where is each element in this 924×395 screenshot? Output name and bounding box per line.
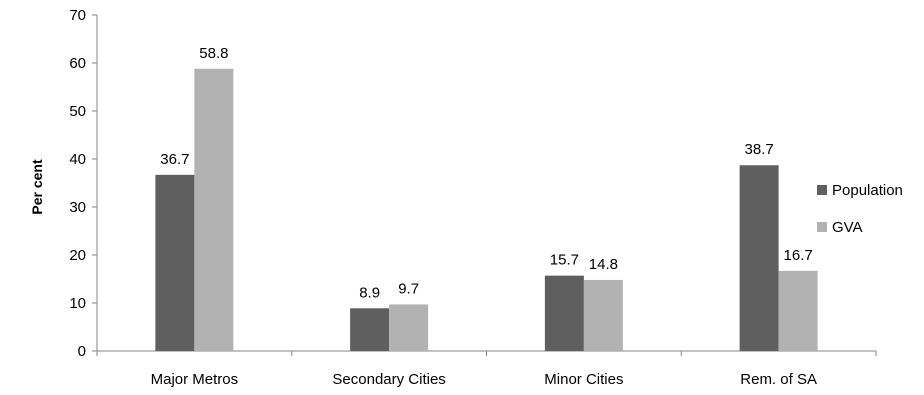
legend-swatch-gva <box>817 222 827 232</box>
y-axis-ticks: 0 10 20 30 40 50 60 70 <box>69 7 97 360</box>
bar-population-2 <box>350 308 390 351</box>
y-tick-label: 70 <box>69 7 86 24</box>
y-tick-label: 30 <box>69 199 86 216</box>
y-axis-title: Per cent <box>29 159 45 215</box>
legend-swatch-population <box>817 185 827 195</box>
data-labels: 36.7 58.8 8.9 9.7 15.7 14.8 38.7 16.7 <box>160 45 812 302</box>
bar-gva-1 <box>194 68 234 351</box>
bar-population-1 <box>155 174 195 351</box>
x-category-label: Minor Cities <box>544 371 623 388</box>
data-label-population-4: 38.7 <box>745 141 774 158</box>
y-tick-label: 20 <box>69 247 86 264</box>
legend-label-gva: GVA <box>832 219 863 236</box>
x-category-label: Major Metros <box>151 371 239 388</box>
y-tick-label: 10 <box>69 295 86 312</box>
data-label-gva-3: 14.8 <box>589 256 618 273</box>
legend-label-population: Population <box>832 182 903 199</box>
bar-gva-3 <box>583 279 623 351</box>
data-label-gva-1: 58.8 <box>199 45 228 62</box>
bar-gva-2 <box>389 304 429 351</box>
x-axis-category-labels: Major Metros Secondary Cities Minor Cities… <box>151 371 817 388</box>
y-tick-label: 40 <box>69 151 86 168</box>
bar-population-3 <box>544 275 584 351</box>
data-label-population-2: 8.9 <box>359 284 380 301</box>
legend: Population GVA <box>817 182 903 236</box>
x-category-label: Rem. of SA <box>740 371 817 388</box>
data-label-gva-2: 9.7 <box>398 280 419 297</box>
bar-gva-4 <box>778 270 818 351</box>
y-tick-label: 0 <box>78 343 86 360</box>
x-category-label: Secondary Cities <box>332 371 445 388</box>
y-tick-label: 50 <box>69 103 86 120</box>
data-label-population-1: 36.7 <box>160 151 189 168</box>
data-label-population-3: 15.7 <box>550 252 579 269</box>
data-label-gva-4: 16.7 <box>784 247 813 264</box>
y-tick-label: 60 <box>69 55 86 72</box>
bars <box>155 68 818 351</box>
bar-population-4 <box>739 165 779 351</box>
